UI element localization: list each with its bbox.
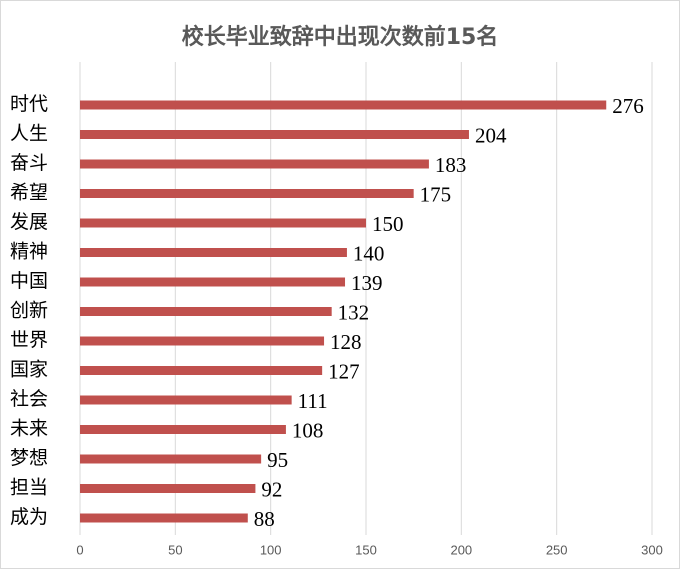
y-tick-label: 精神 <box>10 241 48 263</box>
data-label: 276 <box>612 94 644 118</box>
bar <box>80 189 414 198</box>
chart-title: 校长毕业致辞中出现次数前15名 <box>182 24 499 50</box>
x-tick-label: 250 <box>546 542 568 557</box>
bar <box>80 454 262 464</box>
y-tick-label: 发展 <box>10 211 48 233</box>
bar <box>80 395 292 405</box>
data-label: 111 <box>298 389 328 413</box>
data-label: 128 <box>330 330 362 354</box>
bar <box>80 248 347 257</box>
y-tick-label: 梦想 <box>10 447 48 469</box>
data-label: 140 <box>353 241 385 265</box>
y-tick-label: 成为 <box>10 506 48 528</box>
y-tick-label: 担当 <box>10 477 48 499</box>
y-tick-label: 希望 <box>10 182 48 204</box>
bar <box>80 336 325 346</box>
data-label: 92 <box>261 477 282 501</box>
y-tick-label: 人生 <box>10 123 48 145</box>
data-label: 175 <box>420 182 452 206</box>
x-tick-label: 300 <box>641 542 663 557</box>
bar <box>80 484 256 493</box>
y-tick-label: 国家 <box>10 359 48 381</box>
bar <box>80 425 286 434</box>
y-tick-label: 奋斗 <box>10 152 48 174</box>
bar <box>80 307 332 316</box>
data-label: 183 <box>435 153 467 177</box>
y-tick-label: 中国 <box>10 270 48 292</box>
data-label: 108 <box>292 418 324 442</box>
y-tick-label: 未来 <box>10 418 48 440</box>
data-label: 150 <box>372 212 404 236</box>
data-label: 139 <box>351 271 383 295</box>
bar <box>80 100 607 110</box>
y-tick-label: 社会 <box>10 388 48 410</box>
data-label: 127 <box>328 359 360 383</box>
data-label: 204 <box>475 123 507 147</box>
bar <box>80 366 323 375</box>
bar <box>80 218 366 228</box>
bar <box>80 277 346 287</box>
y-tick-label: 创新 <box>10 300 48 322</box>
x-tick-label: 50 <box>168 542 182 557</box>
x-tick-label: 100 <box>260 542 282 557</box>
x-tick-label: 150 <box>355 542 377 557</box>
bar <box>80 130 469 139</box>
y-tick-label: 时代 <box>10 93 48 115</box>
bar <box>80 159 429 169</box>
y-tick-label: 世界 <box>10 329 48 351</box>
bar <box>80 513 248 523</box>
data-label: 132 <box>338 300 370 324</box>
data-label: 95 <box>267 448 288 472</box>
data-label: 88 <box>254 507 275 531</box>
x-tick-label: 0 <box>76 542 83 557</box>
x-tick-label: 200 <box>450 542 472 557</box>
